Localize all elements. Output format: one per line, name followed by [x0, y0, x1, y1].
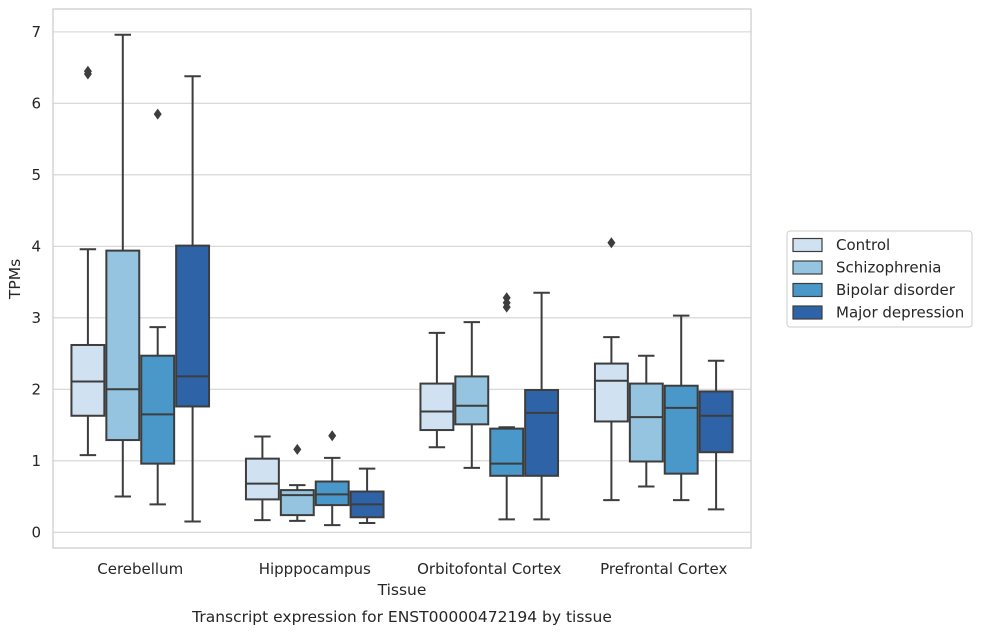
box-3-2: [663, 314, 699, 502]
legend-label: Major depression: [836, 304, 964, 322]
box-series: [70, 33, 734, 527]
y-tick-label: 6: [31, 94, 41, 112]
y-tick-label: 2: [31, 380, 41, 398]
box-iqr: [663, 384, 699, 475]
outlier-point: [153, 108, 162, 120]
box-2-2: [489, 292, 525, 521]
box-iqr: [628, 382, 664, 463]
y-tick-label: 4: [31, 237, 41, 255]
box-iqr: [314, 480, 350, 507]
x-tick-label: Cerebellum: [97, 560, 183, 578]
box-0-3: [175, 75, 211, 523]
legend-frame: [786, 230, 973, 328]
legend-label: Schizophrenia: [836, 259, 941, 277]
y-tick-label: 0: [31, 523, 41, 541]
y-tick-label: 5: [31, 166, 41, 184]
y-tick-label: 3: [31, 309, 41, 327]
chart-caption: Transcript expression for ENST0000047219…: [191, 608, 612, 626]
box-iqr: [175, 244, 211, 408]
legend-label: Bipolar disorder: [836, 281, 956, 299]
x-tick-labels: Cerebellum Hipppocampus Orbitofontal Corte…: [97, 560, 727, 578]
y-axis-label: TPMs: [6, 259, 24, 300]
outlier-point: [293, 443, 302, 455]
box-3-0: [593, 237, 629, 502]
box-3-3: [698, 359, 734, 511]
x-tick-label: Hipppocampus: [259, 560, 371, 578]
box-iqr: [489, 427, 525, 477]
box-iqr: [140, 354, 176, 465]
box-1-0: [244, 435, 280, 522]
box-2-0: [419, 331, 455, 449]
box-iqr: [593, 362, 629, 423]
legend-swatch: [792, 305, 823, 320]
legend-swatch: [792, 237, 823, 253]
y-tick-labels: 0 1 2 3 4 5 6 7: [31, 23, 41, 541]
x-tick-label: Prefrontal Cortex: [600, 560, 727, 578]
x-axis-label: Tissue: [377, 581, 427, 599]
box-iqr: [105, 249, 141, 442]
box-iqr: [419, 382, 455, 432]
box-iqr: [244, 457, 280, 501]
outlier-point: [83, 65, 92, 77]
box-iqr: [70, 343, 106, 417]
outlier-point: [502, 292, 511, 304]
legend: Control Schizophrenia Bipolar disorder Majo…: [786, 230, 973, 328]
box-0-1: [105, 33, 141, 498]
legend-swatch: [792, 282, 823, 298]
legend-swatch: [792, 260, 823, 275]
box-iqr: [524, 389, 560, 477]
outlier-point: [328, 430, 337, 442]
box-2-1: [454, 321, 490, 469]
box-1-1: [279, 443, 315, 522]
legend-item: Control: [792, 236, 890, 254]
box-iqr: [454, 375, 490, 426]
legend-label: Control: [836, 236, 890, 254]
legend-item: Schizophrenia: [792, 259, 941, 277]
x-tick-label: Orbitofontal Cortex: [417, 560, 561, 578]
box-2-3: [524, 291, 560, 521]
box-iqr: [698, 390, 734, 454]
box-3-1: [628, 354, 664, 488]
box-0-2: [140, 108, 176, 506]
y-tick-label: 7: [31, 23, 41, 41]
outlier-point: [607, 237, 616, 249]
box-1-2: [314, 430, 350, 527]
box-1-3: [349, 467, 385, 524]
box-0-0: [70, 65, 106, 457]
legend-item: Bipolar disorder: [792, 281, 956, 299]
box-iqr: [279, 489, 315, 517]
legend-item: Major depression: [792, 304, 964, 322]
plot-area-frame: [52, 8, 752, 549]
y-tick-label: 1: [31, 452, 41, 470]
